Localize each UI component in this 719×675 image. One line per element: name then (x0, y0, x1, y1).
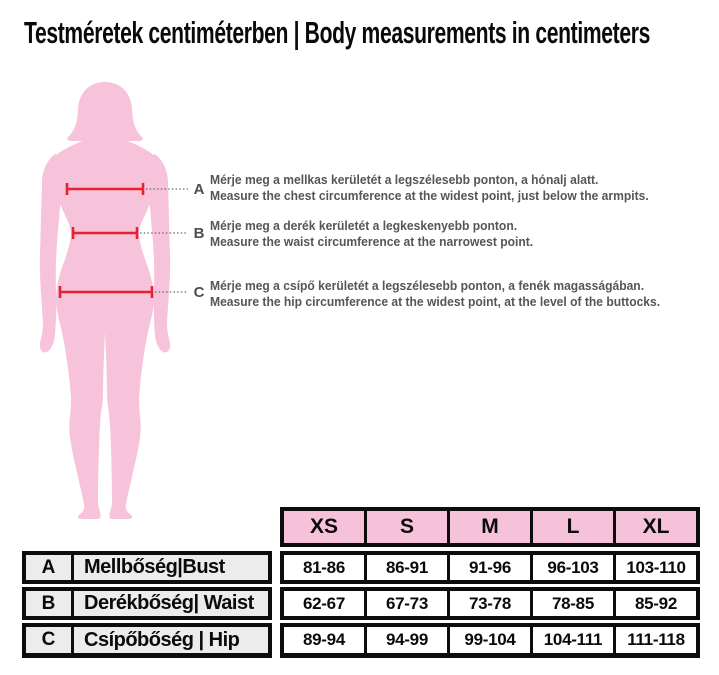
size-column-xs: XS (309, 515, 338, 538)
measure-description-bust-hu: Mérje meg a mellkas kerületét a legszéle… (210, 172, 599, 187)
measure-letter-b: B (193, 225, 205, 242)
bust-s: 86-91 (364, 555, 447, 580)
bust-m: 91-96 (447, 555, 530, 580)
hip-s: 94-99 (364, 627, 447, 653)
row-waist-label-box: B Derékbőség| Waist (22, 587, 272, 620)
hip-xs: 89-94 (303, 630, 345, 649)
female-silhouette-illustration (39, 82, 188, 519)
measure-letter-c: C (193, 284, 205, 301)
row-letter: C (26, 627, 74, 653)
row-label: Csípőbőség | Hip (84, 628, 240, 651)
silhouette-right-arm (144, 154, 171, 353)
bust-xl: 103-110 (613, 555, 696, 580)
size-column-l: L (530, 511, 613, 543)
measure-description-waist: Mérje meg a derék kerületét a legkeskeny… (210, 218, 680, 250)
row-waist-values-box: 62-67 67-73 73-78 78-85 85-92 (280, 587, 700, 620)
waist-xl: 85-92 (613, 591, 696, 616)
measure-description-bust-en: Measure the chest circumference at the w… (210, 188, 649, 203)
measure-lines (58, 183, 154, 298)
row-hip-label-box: C Csípőbőség | Hip (22, 623, 272, 658)
hip-l: 104-111 (530, 627, 613, 653)
measure-description-hip-hu: Mérje meg a csípő kerületét a legszélese… (210, 278, 645, 293)
row-bust-label-box: A Mellbőség|Bust (22, 551, 272, 584)
measure-description-hip: Mérje meg a csípő kerületét a legszélese… (210, 278, 680, 310)
row-bust-values-box: 81-86 86-91 91-96 96-103 103-110 (280, 551, 700, 584)
size-column-xl: XL (613, 511, 696, 543)
size-table-header: XS S M L XL (280, 507, 700, 547)
waist-m: 73-78 (447, 591, 530, 616)
row-letter: B (26, 591, 74, 616)
waist-s: 67-73 (364, 591, 447, 616)
page-title: Testméretek centiméterben | Body measure… (24, 15, 650, 50)
bust-xs: 81-86 (303, 557, 345, 577)
hip-xl: 111-118 (613, 627, 696, 653)
measure-description-hip-en: Measure the hip circumference at the wid… (210, 294, 661, 309)
measure-description-waist-hu: Mérje meg a derék kerületét a legkeskeny… (210, 218, 518, 233)
silhouette-left-arm (39, 154, 66, 353)
measure-description-waist-en: Measure the waist circumference at the n… (210, 234, 534, 249)
measure-description-bust: Mérje meg a mellkas kerületét a legszéle… (210, 172, 680, 204)
size-column-m: M (447, 511, 530, 543)
row-hip-values-box: 89-94 94-99 99-104 104-111 111-118 (280, 623, 700, 658)
leader-lines (140, 188, 188, 293)
size-column-s: S (364, 511, 447, 543)
bust-l: 96-103 (530, 555, 613, 580)
row-letter: A (26, 555, 74, 580)
row-label: Mellbőség|Bust (84, 556, 225, 578)
measure-letter-a: A (193, 181, 205, 198)
hip-m: 99-104 (447, 627, 530, 653)
waist-l: 78-85 (530, 591, 613, 616)
silhouette-head (67, 82, 143, 141)
waist-xs: 62-67 (303, 593, 345, 613)
row-label: Derékbőség| Waist (84, 592, 254, 614)
